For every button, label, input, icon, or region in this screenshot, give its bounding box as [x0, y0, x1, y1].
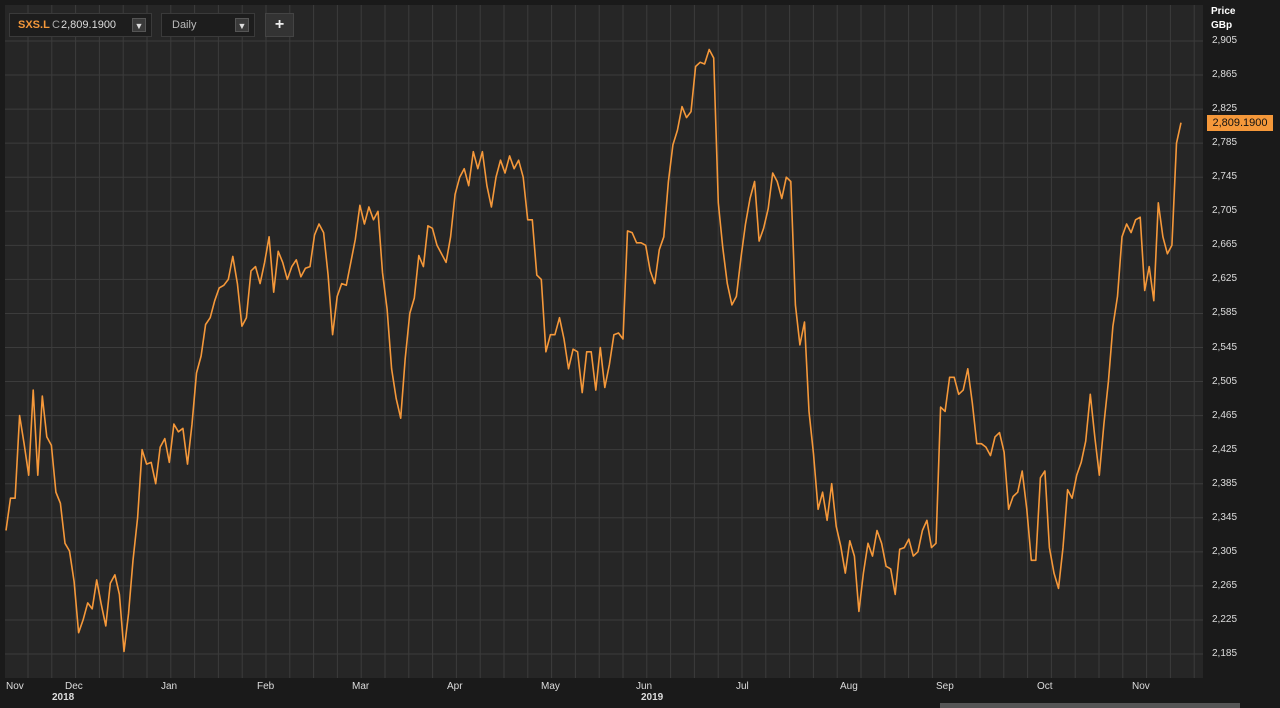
year-label: 2018 [52, 692, 75, 703]
triangle-down-icon[interactable]: ▼ [235, 18, 249, 32]
x-tick-label: May [541, 681, 560, 692]
y-tick-label: 2,905 [1212, 35, 1238, 46]
period-selector[interactable]: Daily ▼ [161, 13, 255, 37]
y-tick-label: 2,225 [1212, 613, 1238, 625]
x-tick-label: Jul [736, 681, 749, 692]
y-tick-label: 2,785 [1212, 137, 1238, 149]
price-axis-unit: GBp [1211, 20, 1233, 31]
triangle-down-icon[interactable]: ▼ [132, 18, 146, 32]
x-tick-label: Aug [840, 681, 858, 692]
y-tick-label: 2,465 [1212, 409, 1238, 421]
x-tick-label: Feb [257, 681, 275, 692]
y-tick-label: 2,745 [1212, 171, 1238, 183]
y-tick-label: 2,545 [1212, 341, 1238, 353]
price-axis-title: Price [1211, 6, 1236, 17]
price-series-line [5, 48, 1182, 653]
last-value: 2,809.1900 [61, 19, 117, 31]
x-tick-label: Nov [6, 681, 24, 692]
symbol-label: SXS.L [18, 19, 50, 31]
x-tick-label: Nov [1132, 681, 1150, 692]
y-tick-label: 2,305 [1212, 545, 1238, 557]
time-scrollbar[interactable] [940, 703, 1240, 708]
y-tick-label: 2,585 [1212, 307, 1238, 319]
y-tick-label: 2,665 [1212, 239, 1238, 251]
y-tick-label: 2,505 [1212, 375, 1238, 387]
x-tick-label: Mar [352, 681, 370, 692]
y-tick-label: 2,265 [1212, 579, 1238, 591]
x-tick-label: Apr [447, 681, 463, 692]
period-label: Daily [172, 19, 197, 31]
x-tick-label: Oct [1037, 681, 1053, 692]
year-label: 2019 [641, 692, 664, 703]
y-tick-label: 2,425 [1212, 443, 1238, 455]
y-tick-label: 2,385 [1212, 477, 1238, 489]
y-tick-label: 2,185 [1212, 648, 1238, 659]
y-tick-label: 2,625 [1212, 273, 1238, 285]
y-tick-label: 2,865 [1212, 69, 1238, 81]
close-prefix: C [52, 19, 60, 31]
symbol-selector[interactable]: SXS.L C 2,809.1900 ▼ [9, 13, 152, 37]
y-tick-label: 2,705 [1212, 205, 1238, 217]
add-button[interactable]: + [265, 13, 294, 37]
x-tick-label: Dec [65, 681, 83, 692]
plus-icon: + [274, 16, 285, 33]
x-tick-label: Jun [636, 681, 653, 692]
x-tick-label: Sep [936, 681, 954, 692]
y-tick-label: 2,825 [1212, 103, 1238, 115]
last-price-tag: 2,809.1900 [1207, 114, 1273, 131]
x-tick-label: Jan [161, 681, 178, 692]
y-tick-label: 2,345 [1212, 511, 1238, 523]
